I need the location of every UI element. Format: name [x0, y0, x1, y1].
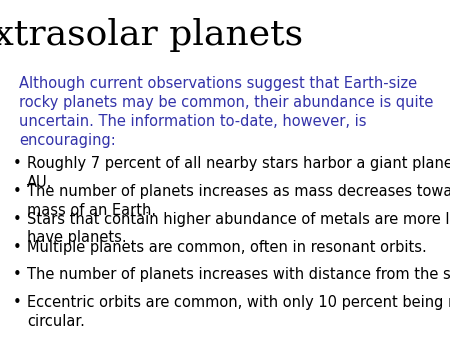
- Text: Roughly 7 percent of all nearby stars harbor a giant planet within 3
AU.: Roughly 7 percent of all nearby stars ha…: [27, 156, 450, 190]
- Text: The number of planets increases as mass decreases towards the
mass of an Earth.: The number of planets increases as mass …: [27, 184, 450, 218]
- Text: •: •: [13, 267, 22, 283]
- Text: Although current observations suggest that Earth-size
rocky planets may be commo: Although current observations suggest th…: [19, 75, 433, 148]
- Text: •: •: [13, 156, 22, 171]
- Text: Extrasolar planets: Extrasolar planets: [0, 19, 302, 52]
- Text: Stars that contain higher abundance of metals are more likely to
have planets.: Stars that contain higher abundance of m…: [27, 212, 450, 245]
- Text: Multiple planets are common, often in resonant orbits.: Multiple planets are common, often in re…: [27, 240, 427, 255]
- Text: •: •: [13, 212, 22, 227]
- Text: The number of planets increases with distance from the star.: The number of planets increases with dis…: [27, 267, 450, 283]
- Text: •: •: [13, 240, 22, 255]
- Text: •: •: [13, 295, 22, 310]
- Text: •: •: [13, 184, 22, 199]
- Text: Eccentric orbits are common, with only 10 percent being nearly
circular.: Eccentric orbits are common, with only 1…: [27, 295, 450, 329]
